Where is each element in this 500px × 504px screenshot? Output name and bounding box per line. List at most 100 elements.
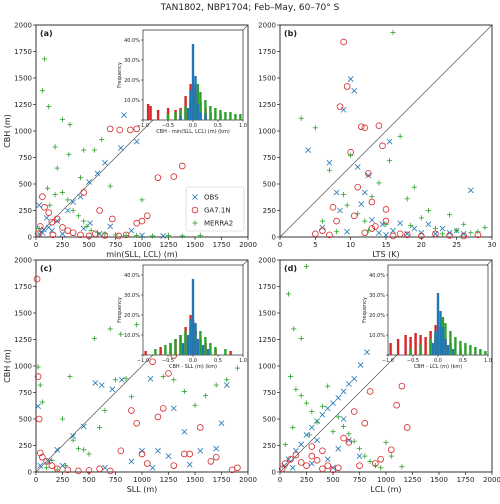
point-ga [49, 231, 57, 239]
point-merra [399, 464, 405, 470]
point-merra [326, 167, 333, 173]
point-ga [154, 413, 162, 421]
point-obs-b [170, 405, 177, 412]
point-obs-b [43, 215, 50, 221]
point-merra [197, 232, 203, 239]
point-obs [324, 456, 331, 463]
x-tick-label: 750 [353, 476, 366, 484]
x-tick-label: 1500 [186, 476, 204, 484]
point-obs-b [70, 199, 76, 205]
inset-bar-obs [441, 327, 445, 355]
point-ga [403, 231, 411, 239]
inset-bar-merra [454, 337, 457, 355]
point-merra [319, 403, 325, 409]
y-tick-label: 750 [19, 389, 32, 397]
point-merra [325, 383, 331, 389]
panel-label: (d) [284, 264, 297, 273]
y-tick-label: 250 [263, 207, 276, 215]
point-merra [94, 230, 101, 236]
inset-x-tick-label: 0.0 [189, 358, 197, 364]
point-obs [347, 76, 354, 82]
x-axis-label: SLL (m) [127, 485, 158, 494]
inset-bar-merra [184, 331, 187, 355]
y-tick-label: 500 [263, 416, 276, 424]
point-obs [80, 423, 87, 430]
point-merra [77, 175, 84, 181]
x-tick-label: 250 [300, 476, 313, 484]
y-tick-label: 0 [28, 234, 32, 242]
x-tick-label: 25 [452, 241, 461, 249]
point-obs [314, 437, 320, 444]
point-ga [350, 408, 358, 415]
inset-x-tick-label: −1.0 [137, 123, 149, 129]
point-obs-b [365, 172, 372, 179]
inset-y-tick-label: 20.0% [369, 313, 385, 319]
x-tick-label: 1250 [404, 476, 422, 484]
point-merra [86, 451, 92, 457]
point-obs-b [347, 76, 354, 82]
x-axis-label: LCL (m) [370, 485, 401, 494]
scatter-points [298, 29, 488, 240]
inset-y-axis-label: Frequency [117, 62, 123, 88]
y-tick-label: 250 [19, 442, 32, 450]
point-ga [303, 462, 310, 469]
point-obs-b [87, 220, 93, 227]
point-merra [378, 465, 384, 471]
inset-histogram: −1.0 −0.5 0.0 0.5 1.0 10.0% 20.0% 30.0% 40.0% CBH… [117, 264, 247, 370]
point-obs [133, 138, 140, 145]
x-axis-label: min(SLL, LCL) (m) [106, 250, 177, 259]
y-tick-label: 1750 [258, 283, 276, 291]
x-tick-label: 2000 [483, 476, 500, 484]
point-merra [81, 147, 87, 153]
point-merra [335, 414, 341, 420]
point-ga [324, 462, 332, 469]
point-ga [292, 451, 300, 459]
point-ga [329, 204, 337, 211]
point-ga [379, 142, 386, 150]
point-obs [335, 394, 342, 401]
point-obs [361, 189, 368, 196]
inset-bar-merra [419, 345, 422, 355]
point-ga [77, 231, 84, 239]
point-merra [165, 232, 172, 239]
inset-bar-merra [229, 112, 232, 120]
point-obs [460, 230, 467, 237]
inset-bar-ga [229, 351, 232, 355]
point-merra [319, 218, 325, 224]
point-merra [123, 232, 129, 239]
point-ga [212, 453, 220, 461]
point-ga [127, 126, 134, 134]
point-ga [33, 275, 41, 283]
inset-y-tick-label: 30.0% [124, 293, 140, 299]
point-obs [308, 424, 315, 431]
point-merra [59, 116, 66, 122]
inset-y-tick-label: 10.0% [369, 333, 385, 339]
point-ga [312, 230, 319, 238]
point-obs-b [425, 221, 432, 228]
point-obs-b [346, 437, 352, 444]
point-merra [367, 458, 373, 464]
x-tick-label: 1750 [213, 241, 231, 249]
point-merra [118, 331, 124, 337]
inset-y-tick-label: 30.0% [124, 58, 140, 64]
inset-bar-merra [234, 114, 237, 120]
point-merra [112, 377, 119, 383]
point-merra [97, 424, 103, 431]
point-merra [102, 231, 108, 237]
point-obs [337, 207, 343, 214]
point-merra [39, 399, 45, 405]
point-ga [418, 232, 425, 240]
point-obs-b [281, 462, 288, 469]
point-ga [154, 174, 162, 181]
inset-bar-merra [179, 110, 182, 120]
point-obs-b [80, 423, 87, 430]
point-ga [446, 232, 453, 239]
point-obs-b [432, 230, 439, 237]
inset-bar-ga [156, 110, 160, 120]
point-obs-b [303, 432, 310, 438]
point-obs-b [460, 230, 467, 237]
point-merra [52, 192, 58, 198]
point-merra [439, 231, 446, 237]
x-tick-label: 2000 [239, 476, 257, 484]
point-merra [181, 388, 187, 395]
